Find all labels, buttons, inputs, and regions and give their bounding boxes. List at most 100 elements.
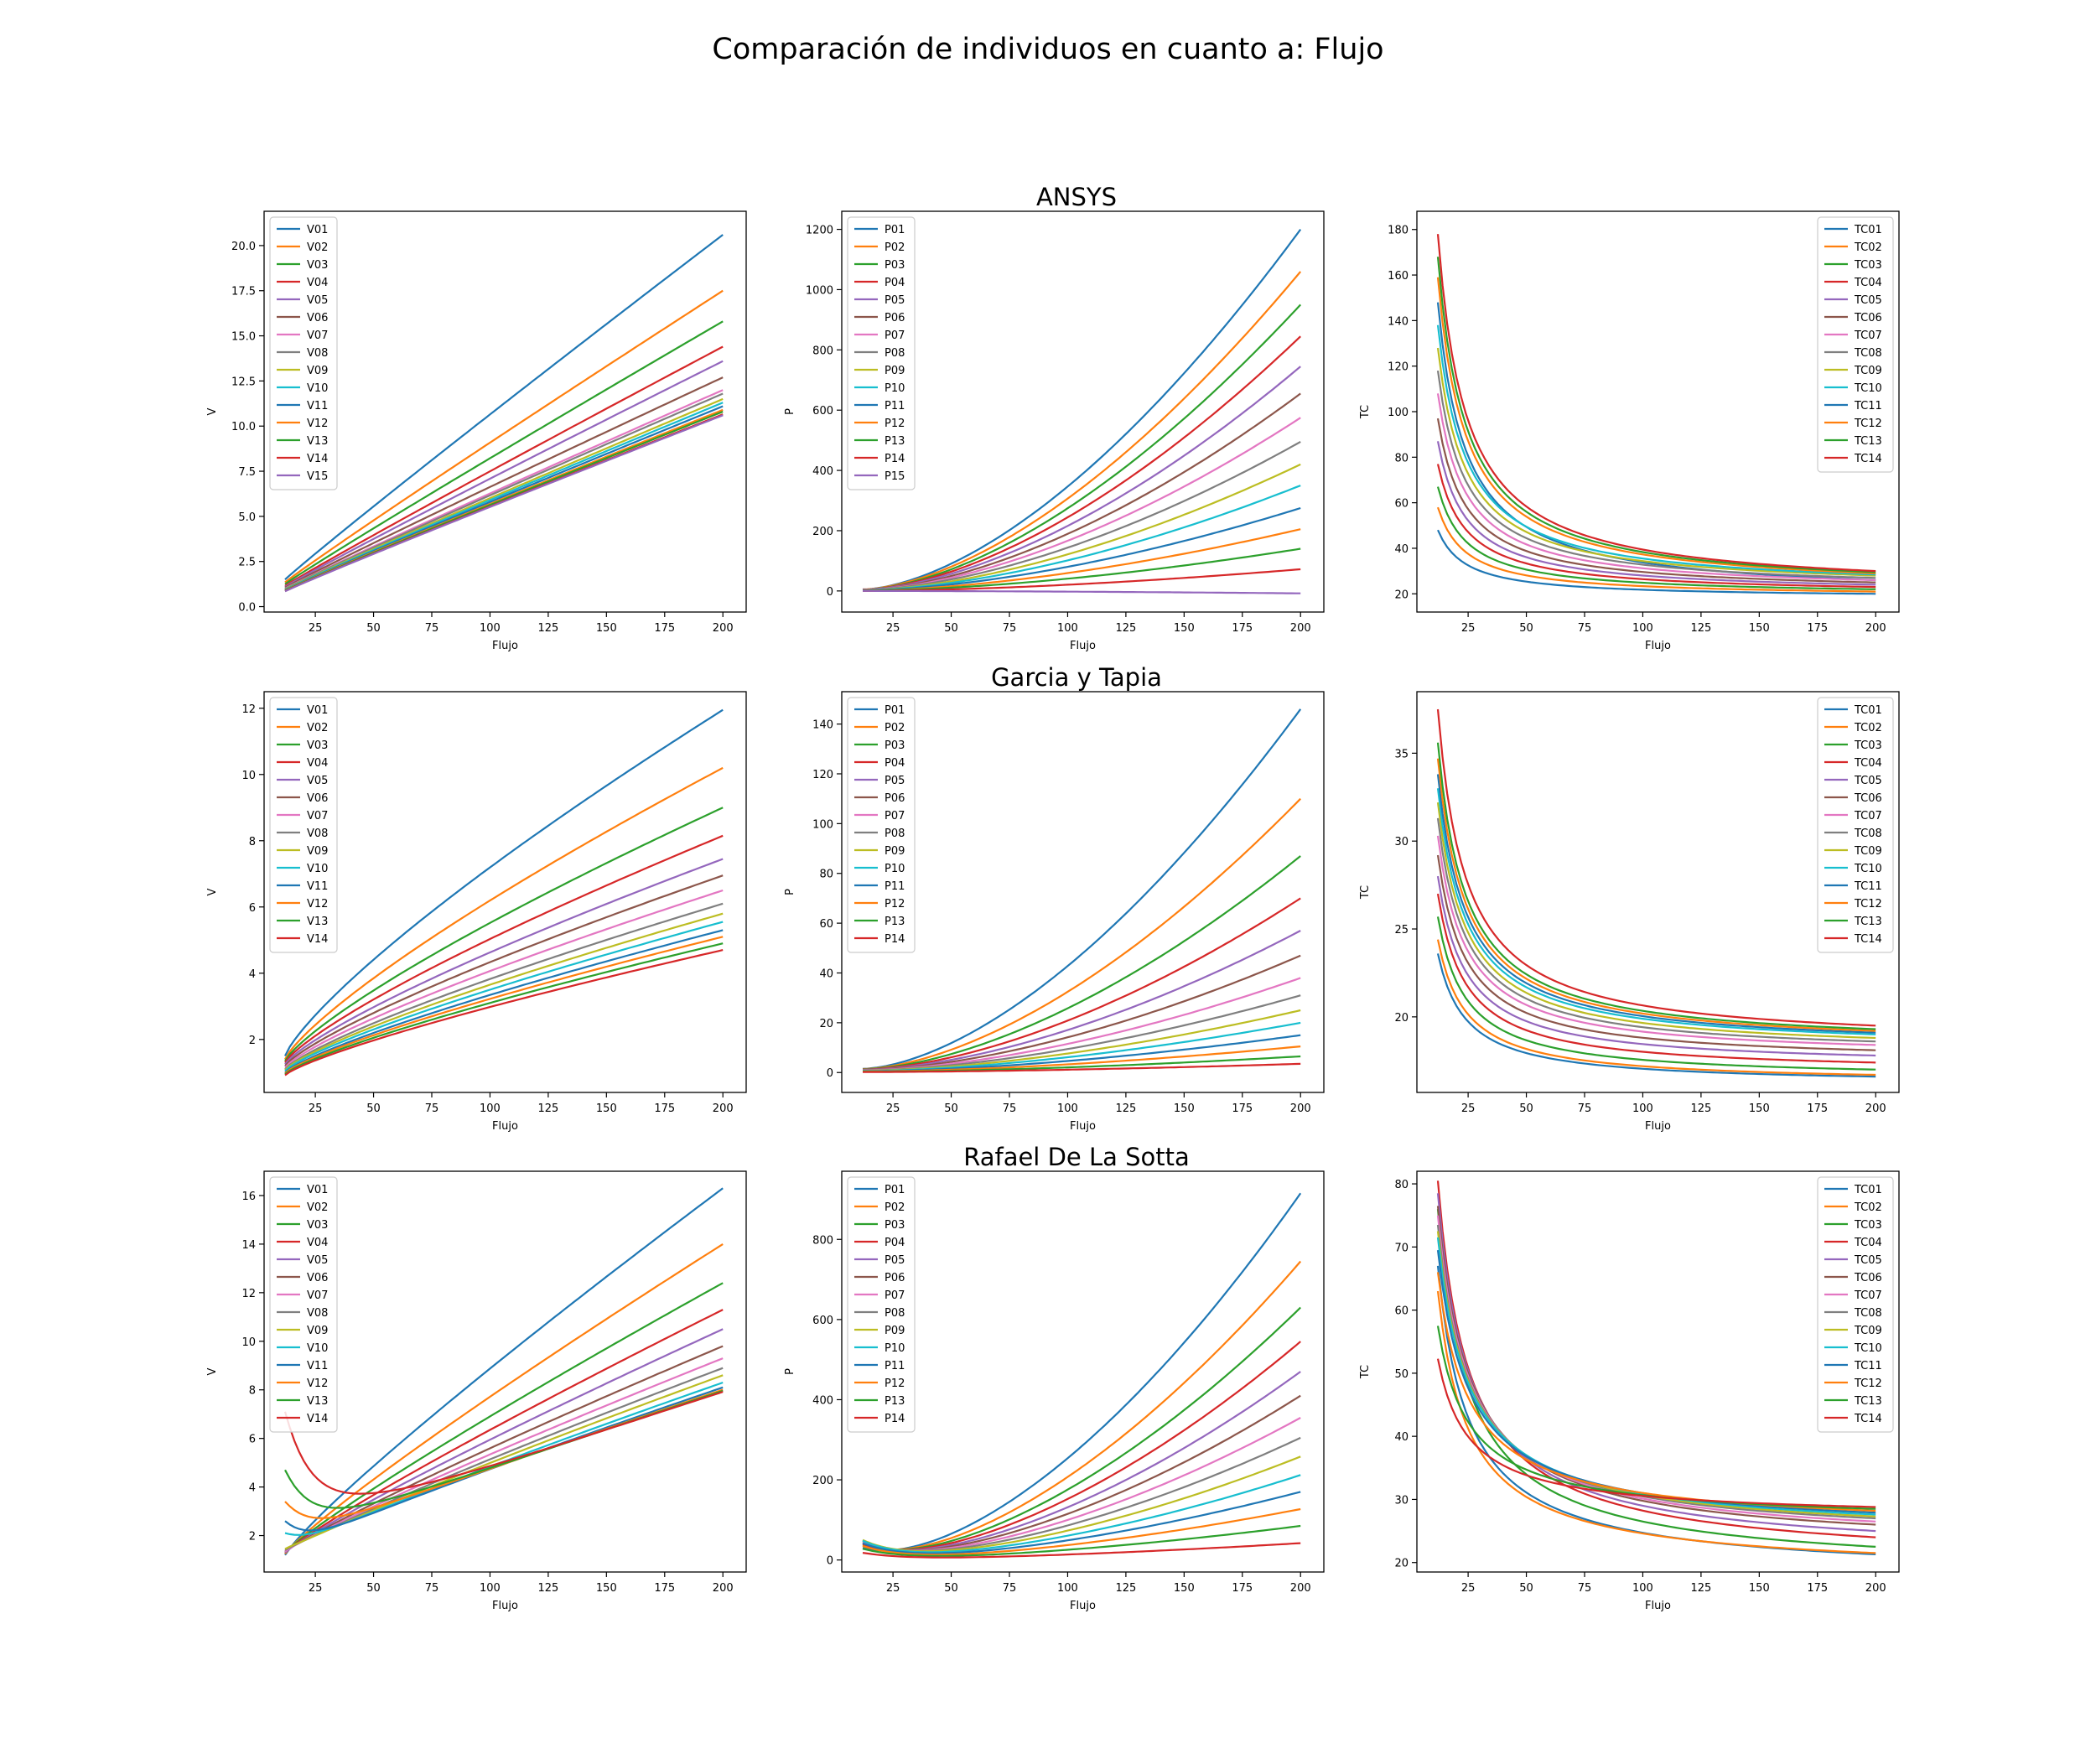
x-tick-label: 75 xyxy=(1003,1102,1017,1115)
y-tick-label: 400 xyxy=(812,465,833,478)
plot-frame xyxy=(841,1170,1325,1573)
y-tick-label: 10.0 xyxy=(231,421,256,433)
legend-label: TC11 xyxy=(1854,880,1882,893)
series-line-v08 xyxy=(284,392,724,590)
x-tick-label: 100 xyxy=(1632,1102,1653,1115)
y-tick-label: 0 xyxy=(827,586,833,599)
legend-label: P15 xyxy=(885,470,905,483)
series-line-tc06 xyxy=(1436,418,1876,584)
series-line-p01 xyxy=(862,228,1302,591)
legend-label: TC03 xyxy=(1854,739,1882,752)
legend-label: V13 xyxy=(307,435,328,448)
series-line-tc02 xyxy=(1436,1290,1876,1554)
y-tick-label: 100 xyxy=(1388,407,1409,419)
series-line-v05 xyxy=(284,360,724,588)
x-tick-label: 125 xyxy=(537,622,558,635)
series-line-tc14 xyxy=(1436,234,1876,573)
legend-label: P09 xyxy=(885,1325,905,1337)
x-tick-label: 75 xyxy=(1578,1582,1592,1595)
legend: V01 V02 V03 V04 V05 V06 V07 V08 V09 V10 V11 V12 V13 V… xyxy=(269,697,338,953)
x-tick-label: 150 xyxy=(596,1582,617,1595)
legend-label: TC11 xyxy=(1854,400,1882,412)
x-axis-label: Flujo xyxy=(1645,1600,1671,1612)
y-tick-label: 180 xyxy=(1388,225,1409,237)
x-tick-label: 200 xyxy=(1290,1582,1311,1595)
series-line-v13 xyxy=(284,942,724,1076)
x-tick-label: 25 xyxy=(886,622,900,635)
series-line-p03 xyxy=(862,855,1301,1071)
legend-label: P05 xyxy=(885,294,905,307)
x-tick-label: 100 xyxy=(1057,1102,1078,1115)
y-tick-label: 15.0 xyxy=(231,331,256,344)
x-axis-label: Flujo xyxy=(1070,1600,1096,1612)
legend-label: TC01 xyxy=(1854,704,1882,717)
x-tick-label: 175 xyxy=(654,1102,675,1115)
y-tick-label: 2 xyxy=(249,1035,256,1047)
x-tick-label: 175 xyxy=(1807,622,1828,635)
legend-label: TC04 xyxy=(1854,1237,1882,1249)
x-tick-label: 200 xyxy=(1290,622,1311,635)
legend-label: V02 xyxy=(307,241,328,254)
legend-label: P11 xyxy=(885,880,905,893)
legend-label: V14 xyxy=(307,1413,328,1425)
legend-label: P07 xyxy=(885,1289,905,1302)
legend-label: P12 xyxy=(885,418,905,430)
x-tick-label: 175 xyxy=(654,1582,675,1595)
y-tick-label: 80 xyxy=(1394,1179,1409,1191)
series-line-tc02 xyxy=(1436,506,1876,593)
series-line-v03 xyxy=(284,320,724,585)
series-line-tc03 xyxy=(1436,916,1876,1071)
legend-label: V11 xyxy=(307,880,328,893)
series-line-tc13 xyxy=(1436,742,1876,1030)
series-line-tc04 xyxy=(1436,464,1876,589)
y-tick-label: 120 xyxy=(812,769,833,781)
legend-label: TC04 xyxy=(1854,277,1882,289)
x-tick-label: 100 xyxy=(1057,622,1078,635)
series-group xyxy=(862,228,1302,594)
legend-label: V13 xyxy=(307,1395,328,1408)
x-tick-label: 125 xyxy=(1690,1102,1711,1115)
legend-box xyxy=(847,697,916,953)
x-tick-label: 200 xyxy=(713,1102,734,1115)
legend-label: V06 xyxy=(307,312,328,324)
series-line-tc10 xyxy=(1436,324,1876,576)
x-axis-label: Flujo xyxy=(492,640,518,652)
series-line-p03 xyxy=(862,304,1302,591)
y-tick-label: 120 xyxy=(1388,361,1409,374)
y-axis-label: V xyxy=(206,888,219,895)
y-tick-label: 14 xyxy=(241,1239,256,1252)
legend-label: V04 xyxy=(307,1237,328,1249)
series-line-p06 xyxy=(862,954,1301,1071)
legend-box xyxy=(269,216,338,490)
series-line-v14 xyxy=(283,1391,724,1495)
series-line-v10 xyxy=(284,921,724,1072)
legend-label: TC05 xyxy=(1854,1254,1882,1267)
legend-label: TC11 xyxy=(1854,1360,1882,1372)
legend-label: TC06 xyxy=(1854,1272,1882,1284)
legend-label: TC13 xyxy=(1854,916,1882,928)
y-tick-label: 1200 xyxy=(806,225,833,237)
legend-label: V15 xyxy=(307,470,328,483)
legend-label: TC05 xyxy=(1854,294,1882,307)
legend-box xyxy=(1817,216,1894,473)
series-line-v01 xyxy=(284,708,724,1057)
legend-label: P14 xyxy=(885,933,905,946)
legend-label: P11 xyxy=(885,1360,905,1372)
series-line-p02 xyxy=(862,271,1302,591)
legend-label: P01 xyxy=(885,1184,905,1196)
series-line-p04 xyxy=(862,335,1301,591)
series-line-p08 xyxy=(862,994,1301,1071)
legend-label: TC12 xyxy=(1854,418,1882,430)
x-tick-label: 100 xyxy=(1632,1582,1653,1595)
y-tick-label: 60 xyxy=(1394,498,1409,511)
x-tick-label: 150 xyxy=(596,1102,617,1115)
y-tick-label: 20 xyxy=(1394,589,1409,601)
plot-frame xyxy=(841,691,1325,1093)
legend-label: V07 xyxy=(307,329,328,342)
y-tick-label: 8 xyxy=(249,836,256,848)
y-tick-label: 60 xyxy=(819,918,833,931)
series-line-v05 xyxy=(284,858,724,1066)
series-line-v02 xyxy=(284,766,724,1061)
subplot-rs-tc: 25 50 75 100 125 150 175 200 20 30 40 50 60 70 80 Flujo… xyxy=(1359,1170,1900,1612)
x-tick-label: 175 xyxy=(1232,1582,1253,1595)
